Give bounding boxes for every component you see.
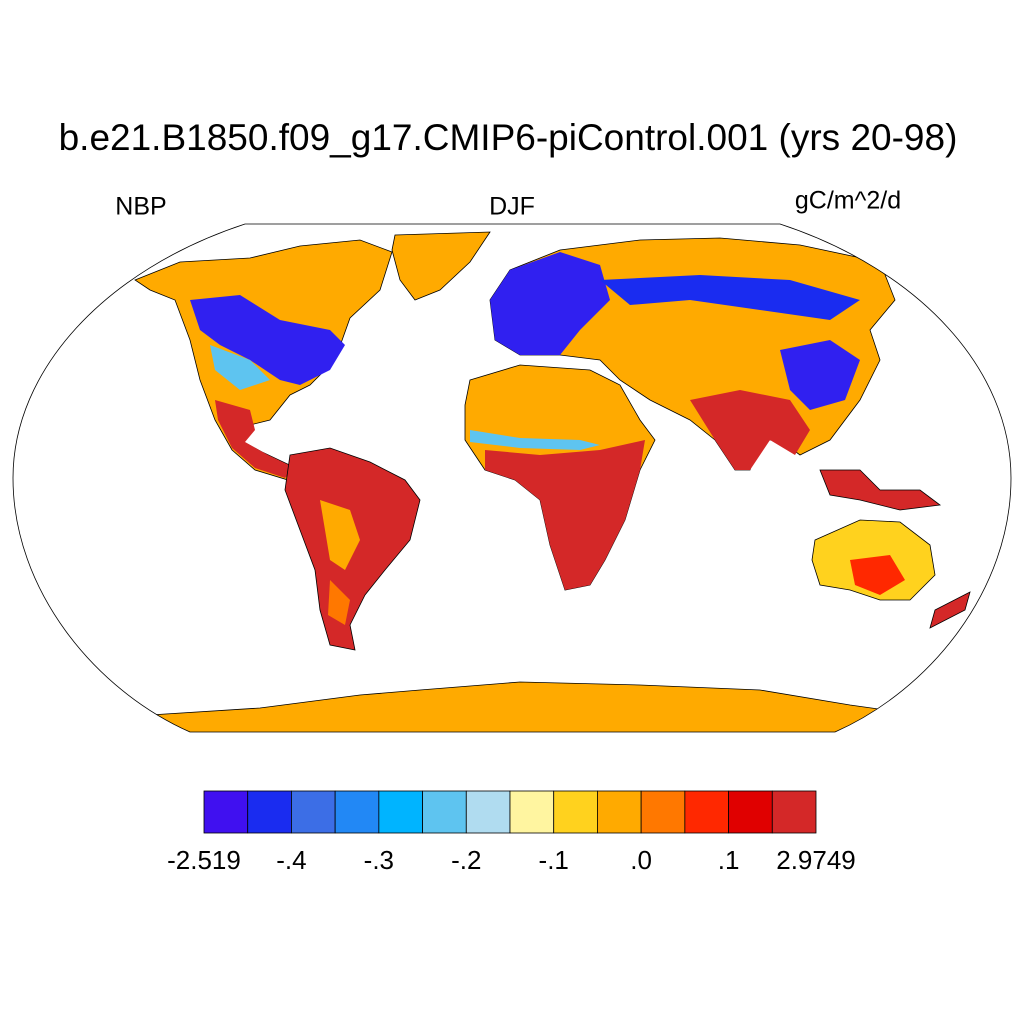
central-america bbox=[215, 400, 295, 478]
africa-red bbox=[485, 440, 645, 590]
africa-band bbox=[470, 430, 600, 450]
center-label: DJF bbox=[489, 193, 535, 221]
east-asia-blue bbox=[780, 340, 860, 410]
colorbar-tick-label: -.4 bbox=[276, 845, 306, 875]
colorbar: -2.519 -.4 -.3 -.2 -.1 .0 .1 2.9749 bbox=[167, 790, 856, 875]
na-blue bbox=[190, 295, 345, 385]
map-border bbox=[12, 223, 1012, 733]
colorbar-tick-label: -2.519 bbox=[167, 845, 241, 875]
colorbar-tick-label: .1 bbox=[718, 845, 740, 875]
colorbar-box bbox=[247, 790, 292, 834]
maritime bbox=[819, 469, 942, 511]
colorbar-box bbox=[203, 790, 249, 834]
colorbar-box bbox=[291, 790, 336, 834]
map bbox=[12, 223, 1012, 733]
colorbar-box bbox=[640, 790, 686, 834]
europe-blue bbox=[490, 252, 610, 355]
colorbar-box bbox=[378, 790, 423, 834]
na-lightblue bbox=[210, 345, 270, 390]
colorbar-box bbox=[771, 790, 817, 834]
colorbar-box bbox=[684, 790, 729, 834]
colorbar-tick-label: 2.9749 bbox=[776, 845, 856, 875]
colorbar-box bbox=[465, 790, 511, 834]
sa-orange2 bbox=[328, 580, 350, 625]
colorbar-box bbox=[509, 790, 555, 834]
colorbar-box bbox=[728, 790, 773, 834]
asia-blue bbox=[600, 275, 860, 320]
south-asia-red bbox=[690, 390, 810, 470]
left-label: NBP bbox=[115, 193, 166, 221]
antarctica bbox=[149, 681, 901, 732]
colorbar-tick-label: -.2 bbox=[451, 845, 481, 875]
colorbar-box bbox=[422, 790, 467, 834]
greenland bbox=[391, 231, 491, 301]
australia-red bbox=[850, 555, 905, 595]
colorbar-box bbox=[553, 790, 598, 834]
right-label: gC/m^2/d bbox=[795, 187, 901, 215]
colorbar-box bbox=[597, 790, 642, 834]
colorbar-tick-label: .0 bbox=[630, 845, 652, 875]
colorbar-tick-label: -.1 bbox=[539, 845, 569, 875]
new-zealand bbox=[929, 591, 971, 629]
sa-orange bbox=[320, 500, 360, 570]
land-areas bbox=[134, 231, 971, 732]
colorbar-box bbox=[334, 790, 380, 834]
title: b.e21.B1850.f09_g17.CMIP6-piControl.001 … bbox=[59, 117, 958, 158]
colorbar-tick-label: -.3 bbox=[364, 845, 394, 875]
